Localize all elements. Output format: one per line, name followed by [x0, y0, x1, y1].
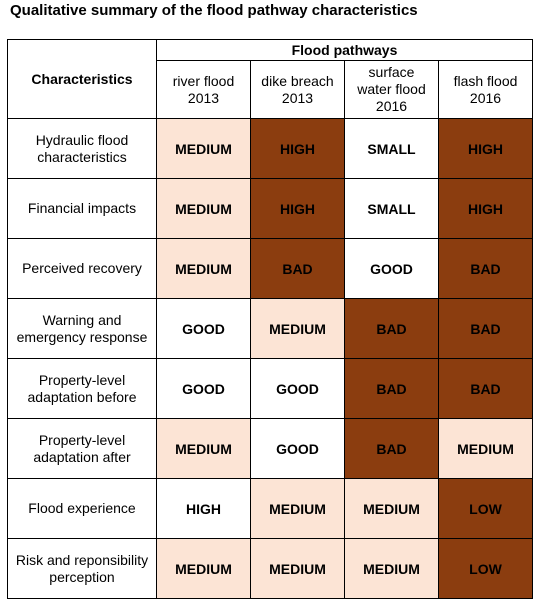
rating-cell: LOW [438, 538, 533, 599]
characteristics-header: Characteristics [7, 39, 157, 119]
flood-pathways-header: Flood pathways [156, 39, 533, 61]
rating-cell: MEDIUM [344, 478, 439, 539]
rating-cell: GOOD [344, 238, 439, 299]
row-label: Flood experience [7, 478, 157, 539]
rating-cell: BAD [344, 298, 439, 359]
rating-cell: HIGH [438, 118, 533, 179]
table-row: Risk and reponsibility perception MEDIUM ME… [7, 538, 533, 599]
column-header-flash-flood: flash flood 2016 [438, 60, 533, 119]
page-title: Qualitative summary of the flood pathway… [10, 2, 418, 19]
table-row: Property-level adaptation before GOOD GOOD B… [7, 358, 533, 419]
column-header-river-flood: river flood 2013 [156, 60, 251, 119]
rating-cell: MEDIUM [250, 538, 345, 599]
rating-cell: MEDIUM [156, 178, 251, 239]
rating-cell: MEDIUM [438, 418, 533, 479]
rating-cell: GOOD [250, 418, 345, 479]
column-header-dike-breach: dike breach 2013 [250, 60, 345, 119]
row-label: Hydraulic flood characteristics [7, 118, 157, 179]
rating-cell: LOW [438, 478, 533, 539]
rating-cell: HIGH [250, 178, 345, 239]
row-label: Warning and emergency response [7, 298, 157, 359]
table-row: Flood experience HIGH MEDIUM MEDIUM LOW [7, 478, 533, 539]
table-row: Hydraulic flood characteristics MEDIUM HIGH… [7, 118, 533, 179]
rating-cell: BAD [250, 238, 345, 299]
rating-cell: MEDIUM [250, 298, 345, 359]
table-row: Perceived recovery MEDIUM BAD GOOD BAD [7, 238, 533, 299]
table-row: Financial impacts MEDIUM HIGH SMALL HIGH [7, 178, 533, 239]
rating-cell: BAD [344, 418, 439, 479]
rating-cell: HIGH [438, 178, 533, 239]
rating-cell: MEDIUM [344, 538, 439, 599]
row-label: Property-level adaptation before [7, 358, 157, 419]
rating-cell: GOOD [156, 298, 251, 359]
row-label: Perceived recovery [7, 238, 157, 299]
rating-cell: BAD [344, 358, 439, 419]
rating-cell: BAD [438, 298, 533, 359]
rating-cell: SMALL [344, 178, 439, 239]
rating-cell: MEDIUM [156, 118, 251, 179]
row-label: Property-level adaptation after [7, 418, 157, 479]
rating-cell: MEDIUM [156, 418, 251, 479]
table-row: Property-level adaptation after MEDIUM GOOD… [7, 418, 533, 479]
column-header-surface-water-flood: surface water flood 2016 [344, 60, 439, 119]
rating-cell: BAD [438, 238, 533, 299]
rating-cell: BAD [438, 358, 533, 419]
rating-cell: SMALL [344, 118, 439, 179]
rating-cell: HIGH [250, 118, 345, 179]
summary-table: Characteristics Flood pathways river flo… [7, 39, 533, 599]
row-label: Risk and reponsibility perception [7, 538, 157, 599]
rating-cell: MEDIUM [156, 238, 251, 299]
rating-cell: HIGH [156, 478, 251, 539]
rating-cell: GOOD [156, 358, 251, 419]
rating-cell: GOOD [250, 358, 345, 419]
row-label: Financial impacts [7, 178, 157, 239]
rating-cell: MEDIUM [156, 538, 251, 599]
rating-cell: MEDIUM [250, 478, 345, 539]
table-row: Warning and emergency response GOOD MEDIUM B… [7, 298, 533, 359]
